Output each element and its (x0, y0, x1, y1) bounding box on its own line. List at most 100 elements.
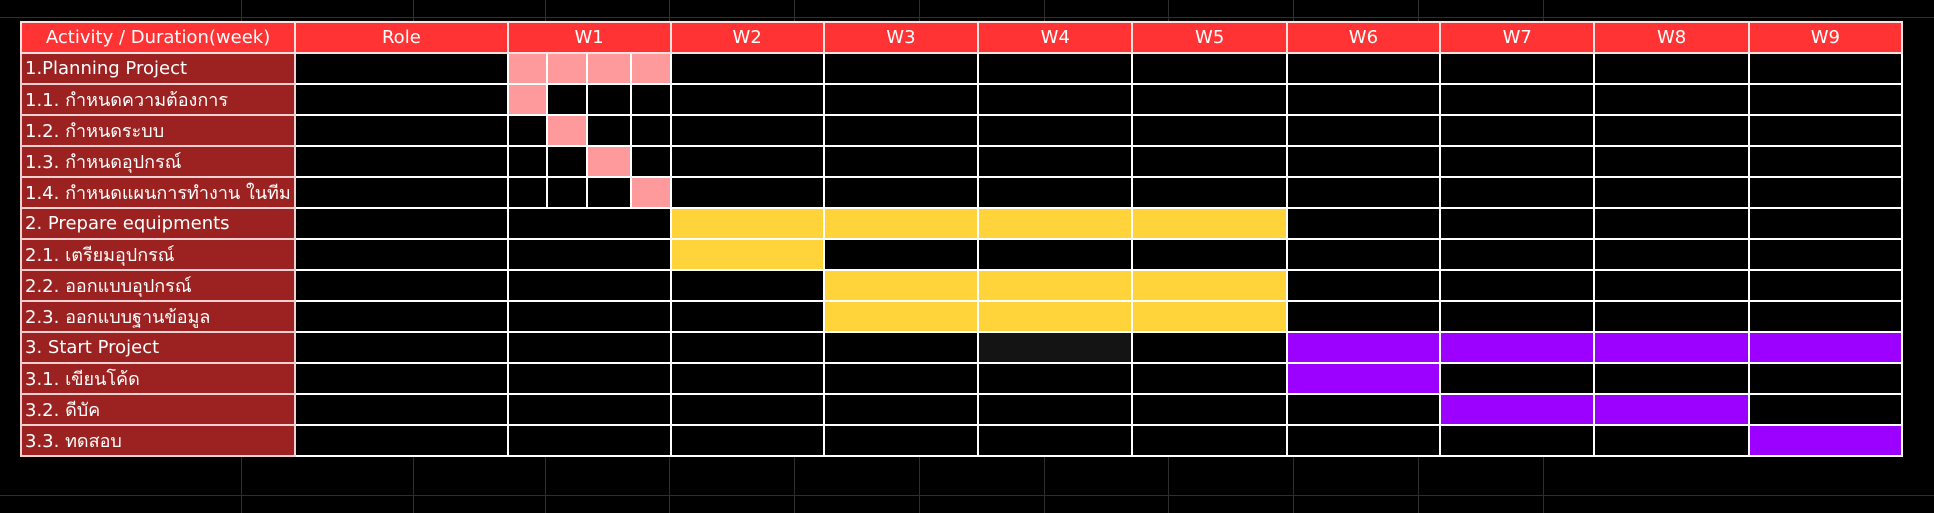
schedule-cell[interactable] (1131, 393, 1288, 426)
schedule-cell[interactable] (1285, 393, 1442, 426)
schedule-cell[interactable] (1593, 300, 1750, 333)
activity-cell[interactable]: 1.Planning Project (19, 52, 297, 85)
schedule-cell[interactable] (1131, 176, 1288, 209)
header-week[interactable]: W1 (506, 21, 672, 54)
role-cell[interactable] (294, 393, 509, 426)
schedule-cell[interactable] (1438, 83, 1596, 116)
schedule-cell[interactable] (669, 238, 825, 271)
schedule-cell[interactable] (1747, 331, 1904, 364)
schedule-cell[interactable] (977, 145, 1134, 178)
schedule-cell[interactable] (1131, 83, 1288, 116)
header-role[interactable]: Role (294, 21, 509, 54)
activity-cell[interactable]: 1.1. กำหนดความต้องการ (19, 83, 297, 116)
schedule-cell[interactable] (630, 52, 672, 85)
schedule-cell[interactable] (1131, 362, 1288, 395)
schedule-cell[interactable] (1593, 269, 1750, 302)
schedule-cell[interactable] (822, 176, 980, 209)
header-week[interactable]: W2 (669, 21, 825, 54)
schedule-cell[interactable] (1438, 114, 1596, 147)
schedule-cell[interactable] (1747, 176, 1904, 209)
schedule-cell[interactable] (977, 52, 1134, 85)
schedule-cell[interactable] (585, 145, 633, 178)
schedule-cell[interactable] (1285, 300, 1442, 333)
schedule-cell[interactable] (546, 114, 588, 147)
schedule-cell[interactable] (1285, 362, 1442, 395)
schedule-cell[interactable] (506, 424, 672, 457)
schedule-cell[interactable] (977, 300, 1134, 333)
schedule-cell[interactable] (630, 145, 672, 178)
schedule-cell[interactable] (1131, 269, 1288, 302)
schedule-cell[interactable] (822, 269, 980, 302)
schedule-cell[interactable] (1593, 238, 1750, 271)
schedule-cell[interactable] (546, 52, 588, 85)
activity-cell[interactable]: 1.4. กำหนดแผนการทำงาน ในทีม (19, 176, 297, 209)
schedule-cell[interactable] (977, 238, 1134, 271)
activity-cell[interactable]: 1.3. กำหนดอุปกรณ์ (19, 145, 297, 178)
schedule-cell[interactable] (1747, 300, 1904, 333)
schedule-cell[interactable] (977, 176, 1134, 209)
schedule-cell[interactable] (506, 52, 549, 85)
activity-cell[interactable]: 1.2. กำหนดระบบ (19, 114, 297, 147)
activity-cell[interactable]: 2.1. เตรียมอุปกรณ์ (19, 238, 297, 271)
schedule-cell[interactable] (1593, 331, 1750, 364)
schedule-cell[interactable] (1747, 114, 1904, 147)
schedule-cell[interactable] (1438, 393, 1596, 426)
schedule-cell[interactable] (1285, 83, 1442, 116)
schedule-cell[interactable] (506, 207, 672, 240)
schedule-cell[interactable] (977, 207, 1134, 240)
schedule-cell[interactable] (669, 331, 825, 364)
schedule-cell[interactable] (977, 83, 1134, 116)
schedule-cell[interactable] (506, 145, 549, 178)
header-activity[interactable]: Activity / Duration(week) (19, 21, 297, 54)
schedule-cell[interactable] (822, 83, 980, 116)
role-cell[interactable] (294, 207, 509, 240)
schedule-cell[interactable] (669, 207, 825, 240)
schedule-cell[interactable] (822, 207, 980, 240)
schedule-cell[interactable] (1593, 114, 1750, 147)
schedule-cell[interactable] (1747, 269, 1904, 302)
schedule-cell[interactable] (546, 176, 588, 209)
schedule-cell[interactable] (585, 114, 633, 147)
role-cell[interactable] (294, 331, 509, 364)
header-week[interactable]: W8 (1593, 21, 1750, 54)
schedule-cell[interactable] (1593, 83, 1750, 116)
schedule-cell[interactable] (1593, 362, 1750, 395)
schedule-cell[interactable] (822, 238, 980, 271)
schedule-cell[interactable] (977, 269, 1134, 302)
schedule-cell[interactable] (1131, 424, 1288, 457)
schedule-cell[interactable] (1593, 393, 1750, 426)
schedule-cell[interactable] (506, 393, 672, 426)
role-cell[interactable] (294, 269, 509, 302)
activity-cell[interactable]: 3. Start Project (19, 331, 297, 364)
schedule-cell[interactable] (822, 300, 980, 333)
schedule-cell[interactable] (1285, 145, 1442, 178)
activity-cell[interactable]: 3.1. เขียนโค้ด (19, 362, 297, 395)
schedule-cell[interactable] (506, 362, 672, 395)
schedule-cell[interactable] (977, 331, 1134, 364)
schedule-cell[interactable] (1747, 83, 1904, 116)
schedule-cell[interactable] (1747, 145, 1904, 178)
schedule-cell[interactable] (1593, 176, 1750, 209)
schedule-cell[interactable] (822, 362, 980, 395)
schedule-cell[interactable] (506, 114, 549, 147)
schedule-cell[interactable] (669, 393, 825, 426)
schedule-cell[interactable] (1131, 207, 1288, 240)
schedule-cell[interactable] (506, 331, 672, 364)
schedule-cell[interactable] (1285, 238, 1442, 271)
header-week[interactable]: W7 (1438, 21, 1596, 54)
schedule-cell[interactable] (669, 269, 825, 302)
header-week[interactable]: W3 (822, 21, 980, 54)
schedule-cell[interactable] (1131, 52, 1288, 85)
schedule-cell[interactable] (1438, 207, 1596, 240)
schedule-cell[interactable] (977, 393, 1134, 426)
schedule-cell[interactable] (822, 52, 980, 85)
schedule-cell[interactable] (977, 114, 1134, 147)
schedule-cell[interactable] (1131, 114, 1288, 147)
schedule-cell[interactable] (1285, 52, 1442, 85)
schedule-cell[interactable] (822, 424, 980, 457)
activity-cell[interactable]: 3.2. ดีบัค (19, 393, 297, 426)
schedule-cell[interactable] (1438, 238, 1596, 271)
schedule-cell[interactable] (1438, 331, 1596, 364)
schedule-cell[interactable] (1747, 362, 1904, 395)
schedule-cell[interactable] (1593, 424, 1750, 457)
